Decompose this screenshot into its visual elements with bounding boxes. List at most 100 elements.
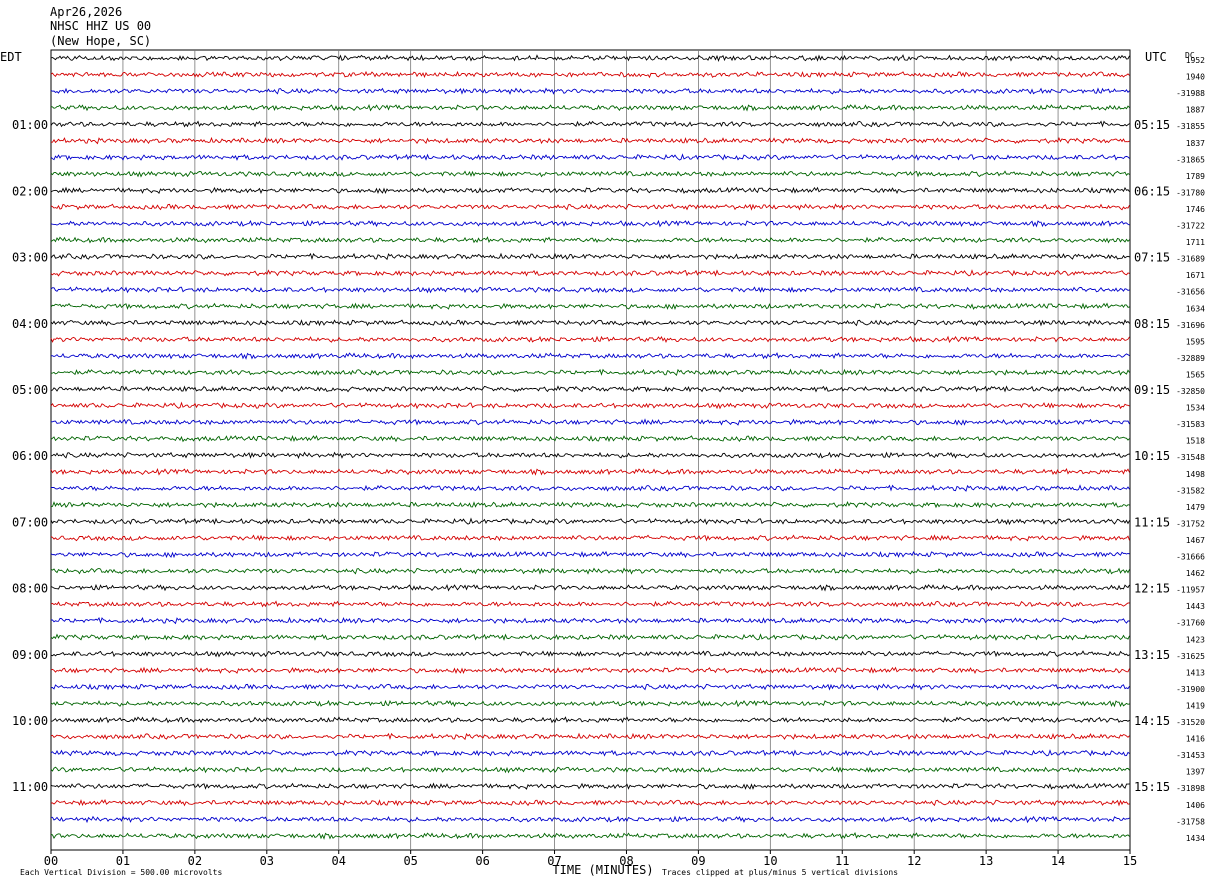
seismic-trace bbox=[50, 600, 1130, 608]
dc-offset-label: -31696 bbox=[1176, 321, 1205, 330]
seismic-trace bbox=[50, 666, 1130, 675]
seismic-trace bbox=[50, 749, 1130, 757]
seismic-trace bbox=[50, 799, 1130, 807]
x-tick-label: 05 bbox=[403, 854, 417, 868]
dc-offset-label: 1423 bbox=[1186, 635, 1205, 644]
dc-offset-label: -31722 bbox=[1176, 222, 1205, 231]
right-hour-label: 13:15 bbox=[1134, 648, 1170, 662]
dc-offset-label: -31898 bbox=[1176, 784, 1205, 793]
seismic-trace bbox=[50, 368, 1130, 377]
right-hour-label: 14:15 bbox=[1134, 714, 1170, 728]
dc-offset-label: -31689 bbox=[1176, 255, 1205, 264]
seismic-trace bbox=[50, 352, 1130, 360]
dc-offset-label: 1397 bbox=[1186, 768, 1205, 777]
left-hour-label: 04:00 bbox=[12, 317, 48, 331]
left-hour-label: 08:00 bbox=[12, 582, 48, 596]
clip-note: Traces clipped at plus/minus 5 vertical … bbox=[662, 868, 898, 877]
left-hour-label: 03:00 bbox=[12, 251, 48, 265]
plot-frame bbox=[50, 49, 1131, 851]
seismic-trace bbox=[50, 54, 1130, 63]
seismic-trace bbox=[50, 219, 1130, 228]
right-timezone-label: UTC bbox=[1145, 50, 1167, 64]
dc-offset-label: -31548 bbox=[1176, 453, 1205, 462]
right-hour-label: 09:15 bbox=[1134, 383, 1170, 397]
right-hour-label: 12:15 bbox=[1134, 582, 1170, 596]
seismic-trace bbox=[50, 286, 1130, 294]
dc-offset-label: 1887 bbox=[1186, 106, 1205, 115]
left-hour-label: 10:00 bbox=[12, 714, 48, 728]
dc-offset-label: -31758 bbox=[1176, 817, 1205, 826]
seismic-trace bbox=[50, 467, 1130, 476]
left-timezone-label: EDT bbox=[0, 50, 22, 64]
seismic-trace bbox=[50, 319, 1130, 327]
seismic-trace bbox=[50, 70, 1130, 79]
seismic-trace bbox=[50, 517, 1130, 526]
x-tick-label: 13 bbox=[979, 854, 993, 868]
dc-offset-label: 1467 bbox=[1186, 536, 1205, 545]
dc-offset-label: -31900 bbox=[1176, 685, 1205, 694]
x-tick-label: 12 bbox=[907, 854, 921, 868]
dc-offset-label: 1434 bbox=[1186, 834, 1205, 843]
header-station: NHSC HHZ US 00 bbox=[50, 19, 151, 33]
dc-offset-label: 1565 bbox=[1186, 370, 1205, 379]
seismic-trace bbox=[50, 550, 1130, 559]
seismic-trace bbox=[51, 616, 1130, 625]
dc-offset-label: 1498 bbox=[1186, 470, 1205, 479]
seismic-trace bbox=[50, 699, 1130, 708]
seismic-trace bbox=[50, 716, 1130, 724]
dc-offset-label: -31666 bbox=[1176, 553, 1205, 562]
right-hour-label: 06:15 bbox=[1134, 184, 1170, 198]
header-date: Apr26,2026 bbox=[50, 5, 122, 19]
dc-offset-label: 1952 bbox=[1186, 56, 1205, 65]
dc-offset-label: 1789 bbox=[1186, 172, 1205, 181]
x-tick-label: 14 bbox=[1051, 854, 1065, 868]
seismic-trace bbox=[50, 766, 1130, 774]
seismic-trace bbox=[50, 302, 1130, 310]
seismic-trace bbox=[50, 87, 1130, 95]
right-hour-label: 08:15 bbox=[1134, 317, 1170, 331]
seismic-trace bbox=[50, 203, 1130, 211]
seismic-trace bbox=[50, 401, 1130, 410]
dc-offset-label: 1711 bbox=[1186, 238, 1205, 247]
dc-offset-label: 1406 bbox=[1186, 801, 1205, 810]
left-hour-label: 07:00 bbox=[12, 515, 48, 529]
dc-offset-label: 1518 bbox=[1186, 437, 1205, 446]
x-tick-label: 03 bbox=[260, 854, 274, 868]
dc-offset-label: 1634 bbox=[1186, 304, 1205, 313]
seismic-trace bbox=[51, 484, 1130, 492]
dc-offset-label: -31582 bbox=[1176, 486, 1205, 495]
right-hour-label: 05:15 bbox=[1134, 118, 1170, 132]
seismic-trace bbox=[50, 567, 1130, 575]
seismic-trace bbox=[51, 136, 1130, 145]
seismic-trace bbox=[50, 732, 1130, 741]
seismic-trace bbox=[50, 501, 1130, 509]
dc-offset-label: -31760 bbox=[1176, 619, 1205, 628]
dc-offset-label: 1746 bbox=[1186, 205, 1205, 214]
dc-offset-header: DC bbox=[1185, 51, 1195, 60]
x-tick-label: 15 bbox=[1123, 854, 1137, 868]
seismic-trace bbox=[50, 434, 1130, 443]
dc-offset-label: -31583 bbox=[1176, 420, 1205, 429]
x-tick-label: 11 bbox=[835, 854, 849, 868]
dc-offset-label: -31520 bbox=[1176, 718, 1205, 727]
dc-offset-label: 1443 bbox=[1186, 602, 1205, 611]
dc-offset-label: -31656 bbox=[1176, 288, 1205, 297]
right-hour-label: 15:15 bbox=[1134, 780, 1170, 794]
left-hour-label: 11:00 bbox=[12, 780, 48, 794]
x-tick-label: 10 bbox=[763, 854, 777, 868]
right-hour-label: 10:15 bbox=[1134, 449, 1170, 463]
x-tick-label: 09 bbox=[691, 854, 705, 868]
dc-offset-label: -31855 bbox=[1176, 122, 1205, 131]
seismic-trace bbox=[50, 335, 1130, 344]
dc-offset-label: 1595 bbox=[1186, 337, 1205, 346]
dc-offset-label: -31752 bbox=[1176, 519, 1205, 528]
seismic-trace bbox=[50, 385, 1130, 393]
header-location: (New Hope, SC) bbox=[50, 34, 151, 48]
seismic-trace bbox=[50, 103, 1130, 112]
seismic-trace bbox=[50, 236, 1130, 244]
left-hour-label: 06:00 bbox=[12, 449, 48, 463]
x-tick-label: 06 bbox=[475, 854, 489, 868]
scale-note: Each Vertical Division = 500.00 microvol… bbox=[20, 868, 222, 877]
